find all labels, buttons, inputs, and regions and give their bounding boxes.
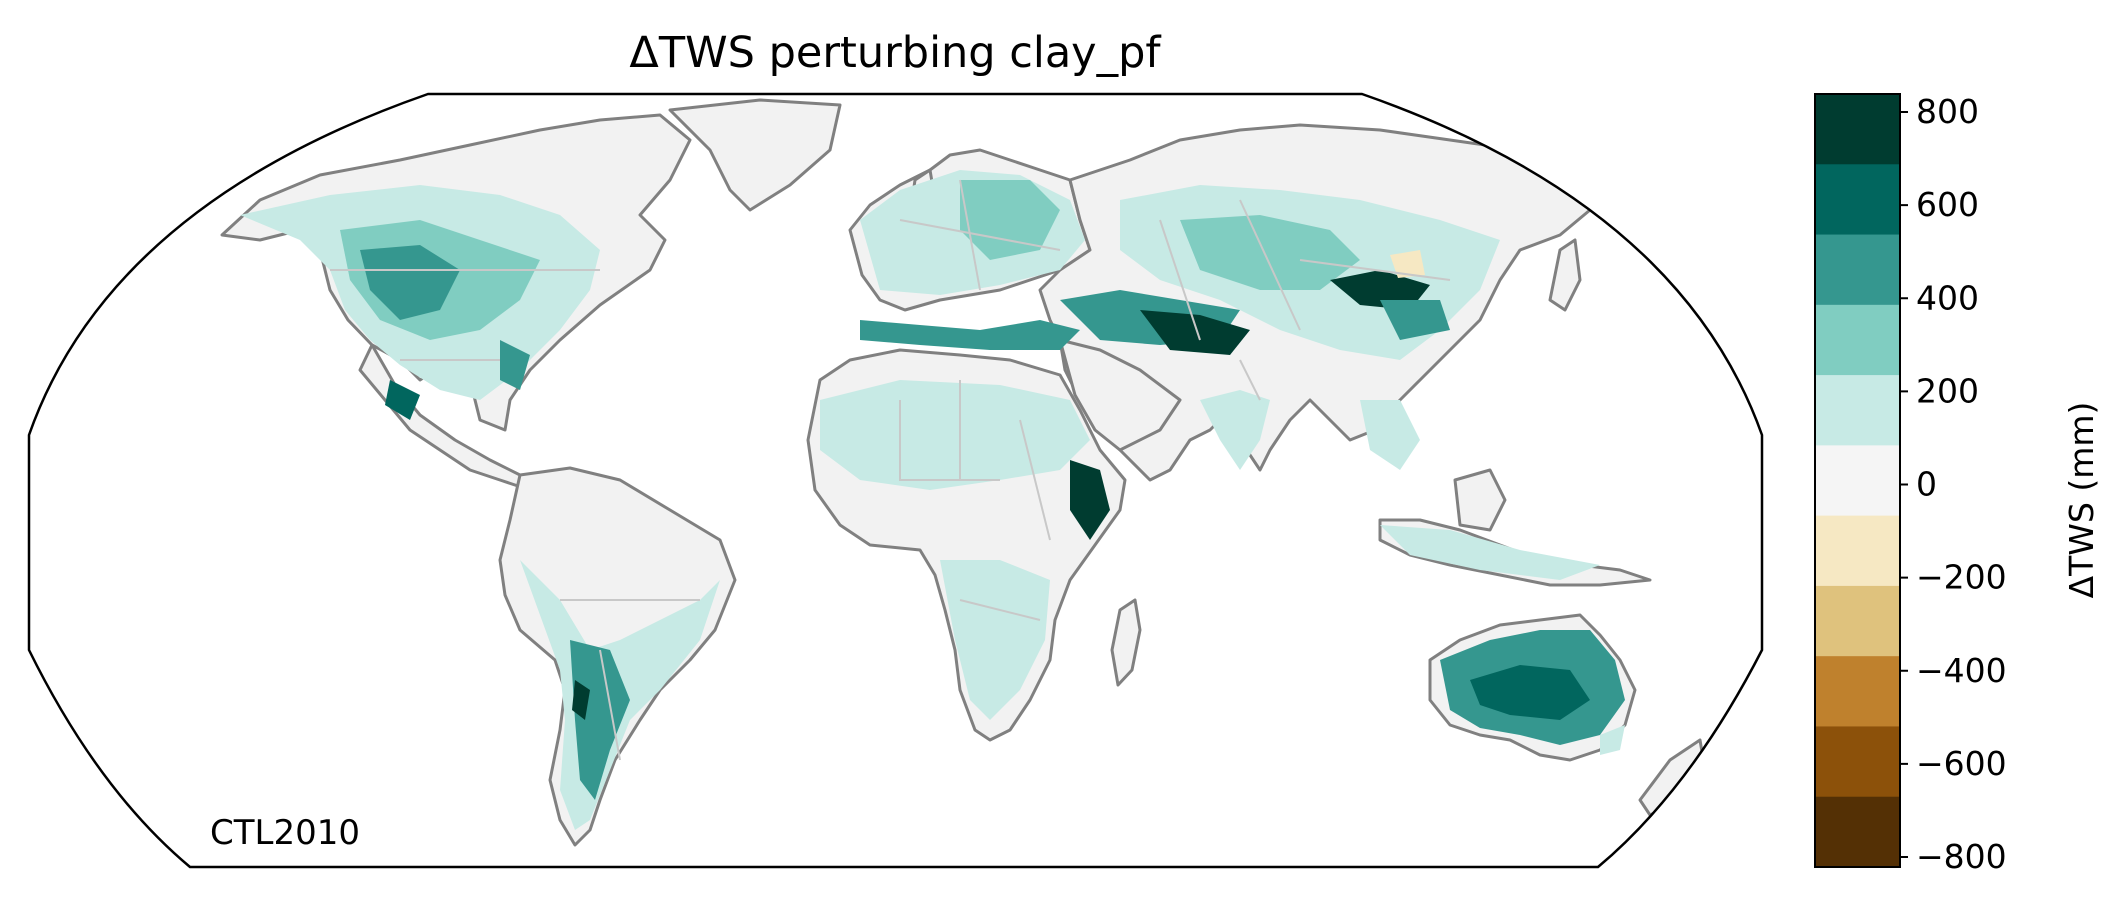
colorbar-tick-label: −200 (1916, 558, 2007, 597)
colorbar-tick-label: −800 (1916, 837, 2007, 876)
colorbar-tick-label: 600 (1916, 185, 1979, 224)
country-borders (330, 179, 1451, 761)
colorbar-segment (1815, 164, 1900, 236)
colorbar-segment (1815, 515, 1900, 587)
cells-southeast-asia-200 (1360, 400, 1420, 470)
cells-usa-east-600 (500, 340, 530, 390)
colorbar-tick-label: 200 (1916, 371, 1979, 410)
cells-australia-east-200 (1600, 725, 1625, 755)
cells-southern-africa-200 (940, 560, 1050, 720)
cells-australia-800 (1470, 665, 1590, 720)
colorbar-label: ΔTWS (mm) (2062, 402, 2101, 599)
colorbar-segment (1815, 375, 1900, 446)
colorbar-frame (1814, 93, 1901, 868)
colorbar-segment (1815, 585, 1900, 657)
cells-mediterranean-600 (860, 320, 1080, 350)
colorbar-segment (1815, 234, 1900, 306)
landmass-arabia (1058, 338, 1182, 452)
cells-africa-200 (820, 380, 1090, 490)
colorbar-ticks: 800 600 400 200 0 −200 −400 −600 −800 (1900, 92, 2007, 876)
colorbar-segment (1815, 445, 1900, 517)
colorbar-segment (1815, 94, 1900, 165)
cells-north-america-600 (360, 245, 460, 320)
delta-tws-cells (240, 170, 1625, 830)
landmass-borneo (1453, 468, 1507, 532)
landmass-japan (1548, 238, 1582, 312)
colorbar-segment (1815, 796, 1900, 868)
world-map (27, 92, 1764, 869)
cells-south-america-400 (570, 640, 630, 800)
colorbar (1814, 93, 1901, 868)
cells-east-asia-600 (1380, 300, 1450, 340)
colorbar-tick-label: 800 (1916, 92, 1979, 131)
landmass-greenland (668, 98, 842, 212)
landmass-madagascar (1110, 598, 1142, 687)
colorbar-segment (1815, 304, 1900, 376)
colorbar-tick-label: 0 (1916, 465, 1937, 504)
cells-mongolia-neg-200 (1390, 250, 1425, 278)
scenario-label: CTL2010 (210, 813, 360, 853)
colorbar-tick-label: −400 (1916, 651, 2007, 690)
cells-europe-400 (960, 180, 1060, 260)
cells-horn-of-africa-800 (1070, 460, 1110, 540)
cells-asia-400 (1180, 215, 1360, 290)
cells-india-200 (1200, 390, 1270, 470)
colorbar-segment (1815, 656, 1900, 728)
map-title: ΔTWS perturbing clay_pf (629, 28, 1161, 78)
colorbar-tick-label: 400 (1916, 278, 1979, 317)
map-frame (27, 92, 1764, 869)
cells-indonesia-200 (1380, 525, 1600, 580)
cells-central-asia-800 (1140, 310, 1250, 355)
cells-mexico-600 (385, 380, 420, 420)
cells-south-america-800 (572, 680, 590, 720)
colorbar-segment (1815, 726, 1900, 798)
colorbar-tick-label: −600 (1916, 744, 2007, 783)
